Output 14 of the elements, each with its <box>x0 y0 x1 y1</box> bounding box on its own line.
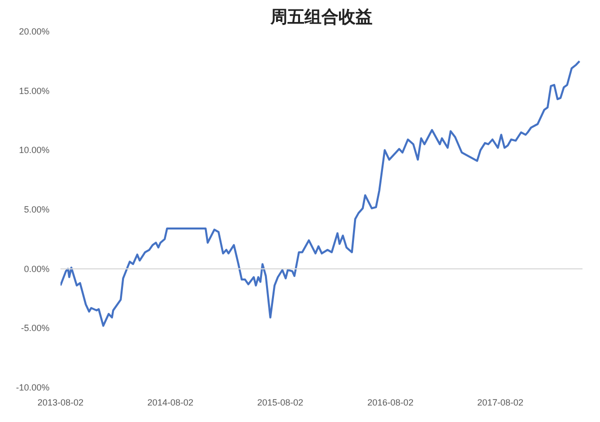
x-tick-label: 2014-08-02 <box>147 398 194 408</box>
x-tick-label: 2017-08-02 <box>477 398 524 408</box>
line-series <box>60 60 580 327</box>
chart-title: 周五组合收益 <box>270 8 372 26</box>
y-tick-label: 0.00% <box>24 264 50 274</box>
y-tick-label: 10.00% <box>18 145 50 156</box>
x-tick-label: 2015-08-02 <box>257 398 304 408</box>
y-tick-label: 5.00% <box>24 204 50 214</box>
y-tick-label: -10.00% <box>16 382 50 392</box>
y-tick-label: -5.00% <box>20 323 50 334</box>
x-tick-label: 2016-08-02 <box>367 398 414 408</box>
y-tick-label: 15.00% <box>18 86 50 96</box>
x-tick-label: 2013-08-02 <box>37 398 84 408</box>
y-tick-label: 20.00% <box>18 26 50 36</box>
